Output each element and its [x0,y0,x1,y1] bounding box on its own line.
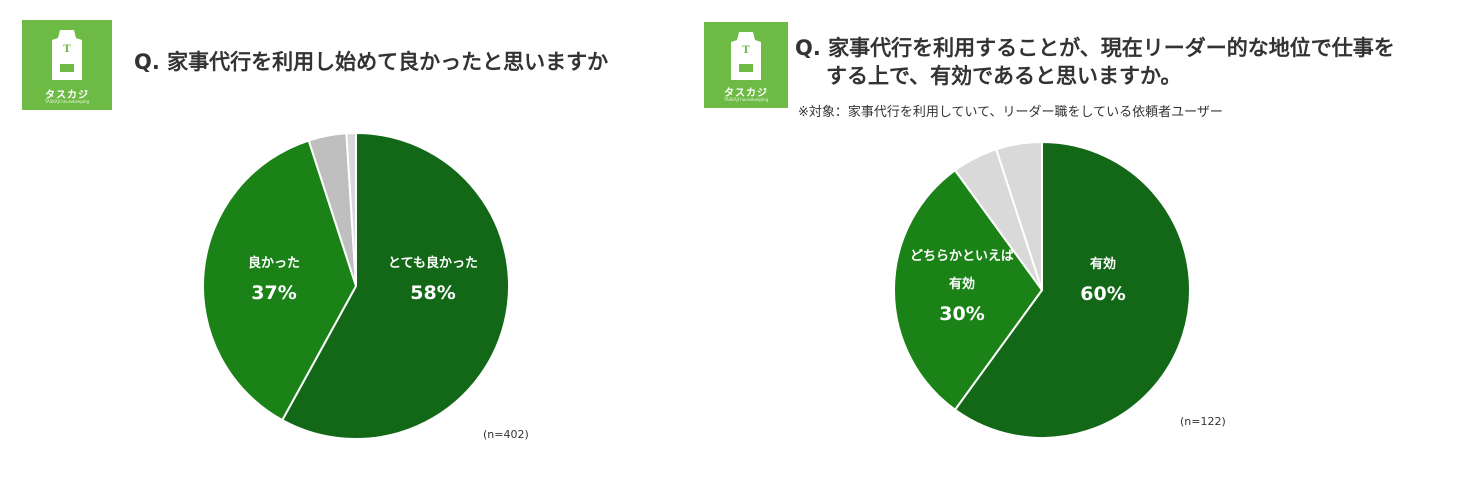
pie-slice-4 [995,140,1043,291]
apron-icon: T [731,32,761,80]
apron-icon: T [52,30,82,80]
slice-label: 良かった [248,255,300,271]
pie-slice-1 [280,131,510,440]
left-chart-title: Q. 家事代行を利用し始めて良かったと思いますか [134,50,609,74]
logo-letter: T [63,44,71,55]
pie-slice-4 [345,131,357,287]
logo-text: タスカジ [45,90,89,101]
right-logo: T タスカジ TASKAJI housekeeping [704,22,788,108]
logo-subtext: TASKAJI housekeeping [44,99,90,104]
logo-subtext: TASKAJI housekeeping [723,97,769,102]
slice-label: どちらかといえば [910,249,1014,264]
slice-label: 有効 [1090,256,1116,272]
pie-slice-1 [953,140,1191,439]
right-chart-title-line2: する上で、有効であると思いますか。 [826,64,1182,88]
slice-value-label: 60% [1080,283,1125,305]
slice-label: とても良かった [388,255,478,271]
left-logo: T タスカジ TASKAJI housekeeping [22,20,112,110]
left-sample-size: (n=402) [483,428,529,441]
right-chart-note: ※対象：家事代行を利用していて、リーダー職をしている依頼者ユーザー [798,105,1223,120]
logo-text: タスカジ [724,88,768,99]
slice-value-label: 58% [410,282,455,304]
pie-chart-left: とても良かった 58% 良かった 37% [202,131,510,440]
pie-slice-2 [202,139,358,422]
slice-value-label: 37% [251,282,296,304]
right-chart-title-line1: Q. 家事代行を利用することが、現在リーダー的な地位で仕事を [795,36,1395,60]
pie-slice-2 [893,168,1044,412]
slice-label: 有効 [949,276,975,292]
right-sample-size: (n=122) [1180,415,1226,428]
slice-value-label: 30% [939,303,984,325]
logo-letter: T [742,45,750,56]
